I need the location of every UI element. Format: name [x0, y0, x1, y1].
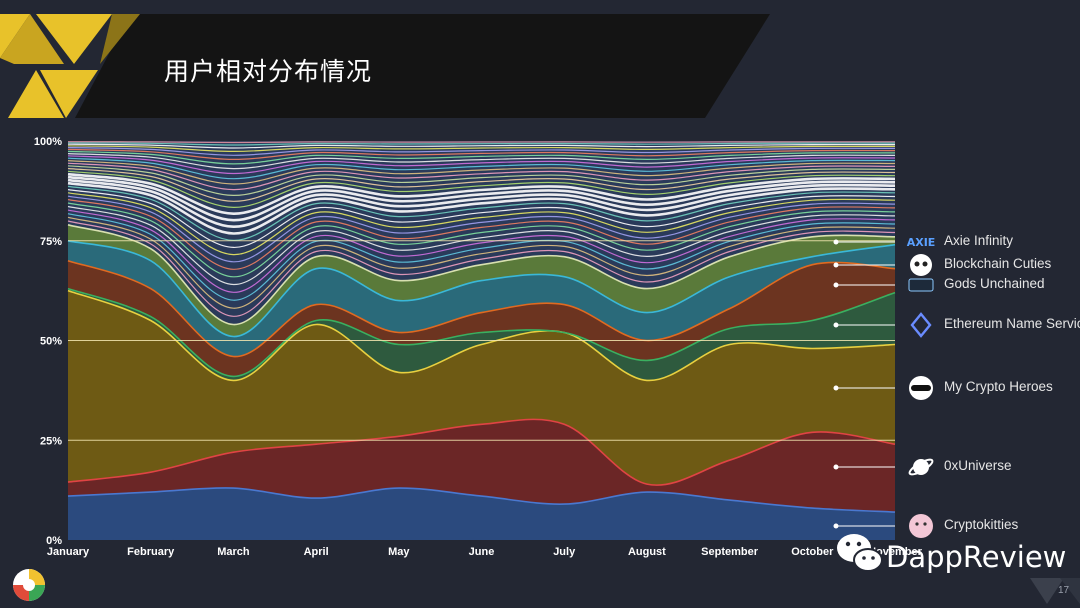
gridlines [68, 240, 895, 441]
diamond-icon [910, 312, 932, 338]
minor-series-line [67, 181, 896, 235]
area-blockchain-cuties [68, 240, 895, 357]
x-tick-label: October [791, 546, 834, 558]
minor-series-line [67, 146, 896, 156]
helmet-icon [909, 376, 933, 400]
minor-series-line [67, 199, 896, 270]
x-tick-label: April [304, 546, 329, 558]
dappreview-logo-icon [13, 569, 45, 601]
legend-item-oxuniverse: 0xUniverse [944, 458, 1012, 473]
minor-series-line [67, 150, 896, 165]
x-axis-ticks: January February March April May June July Augu… [47, 546, 923, 558]
title-banner [75, 14, 770, 118]
wechat-icon [837, 534, 883, 572]
x-tick-label: June [469, 546, 495, 558]
minor-series-line [67, 141, 895, 144]
y-tick-label: 75% [40, 236, 62, 248]
y-tick-label: 0% [46, 535, 62, 547]
minor-series-line [67, 165, 896, 197]
minor-series-line [67, 195, 896, 263]
panda-icon [910, 254, 932, 276]
line-gods-unchained [67, 259, 896, 358]
logo-triangle-2 [36, 14, 112, 64]
page-number: 17 [1058, 585, 1070, 596]
minor-series-line [67, 202, 896, 278]
minor-series-line [67, 213, 896, 301]
legend-item-cryptokitties: Cryptokitties [944, 517, 1019, 532]
watermark-text: DappReview [886, 540, 1067, 574]
area-gods-unchained [68, 260, 895, 377]
minor-series-line [67, 145, 896, 153]
minor-series-line [67, 167, 896, 202]
minor-series-line [67, 172, 896, 216]
cat-icon [909, 514, 933, 538]
minor-series-line [67, 148, 896, 161]
minor-series-line [67, 153, 896, 170]
planet-icon [908, 458, 934, 476]
logo-triangle-4 [8, 70, 64, 118]
minor-series-line [67, 185, 896, 242]
legend-item-axie-infinity: Axie Infinity [944, 233, 1014, 248]
legend-item-gods-unchained: Gods Unchained [944, 276, 1045, 291]
area-oxuniverse [68, 419, 895, 513]
line-oxuniverse [67, 418, 896, 486]
y-tick-label: 50% [40, 336, 62, 348]
x-tick-label: November [868, 546, 923, 558]
minor-series-line [67, 189, 896, 249]
minor-series-line [67, 209, 896, 293]
legend-icons: AXIE [907, 236, 936, 538]
x-tick-label: March [217, 546, 250, 558]
x-tick-label: May [388, 546, 410, 558]
area-cryptokitties [68, 487, 895, 540]
minor-series-line [67, 175, 896, 222]
legend-leaders [833, 239, 895, 529]
area-ethereum-name-service [68, 288, 895, 381]
y-tick-label: 25% [40, 435, 62, 447]
x-tick-label: January [47, 546, 90, 558]
minor-series-line [67, 142, 896, 146]
line-ethereum-name-service [67, 287, 896, 378]
minor-series-line [67, 192, 896, 256]
minor-series-line [67, 220, 896, 317]
legend-item-blockchain-cuties: Blockchain Cuties [944, 256, 1052, 271]
x-tick-label: July [553, 546, 576, 558]
area-my-crypto-heroes [68, 290, 895, 486]
minor-series-line [67, 157, 896, 180]
minor-series-line [67, 170, 896, 209]
y-axis-ticks: 0% 25% 50% 75% 100% [34, 136, 62, 547]
x-tick-label: February [127, 546, 175, 558]
minor-series-line [67, 205, 896, 286]
minor-series-line [67, 162, 896, 191]
minor-series-line [67, 143, 896, 149]
minor-series-line [67, 155, 896, 175]
slide-title: 用户相对分布情况 [164, 57, 373, 86]
minor-series-line [67, 160, 896, 185]
y-tick-label: 100% [34, 136, 62, 148]
line-blockchain-cuties [67, 240, 896, 338]
logo-triangle-5 [40, 70, 98, 118]
axie-logo-icon: AXIE [907, 236, 936, 249]
x-tick-label: August [628, 546, 666, 558]
logo-triangle-3 [100, 14, 140, 64]
legend-item-my-crypto-heroes: My Crypto Heroes [944, 379, 1053, 394]
minor-series-lines [67, 141, 896, 317]
svg-text:AXIE: AXIE [907, 236, 936, 249]
line-my-crypto-heroes [67, 289, 896, 382]
line-axie-infinity [67, 224, 896, 326]
x-tick-label: September [701, 546, 759, 558]
minor-series-line [67, 178, 896, 229]
line-cryptokitties [67, 487, 896, 513]
shield-icon [908, 278, 934, 292]
legend-item-ethereum-name-service: Ethereum Name Service [944, 316, 1080, 331]
